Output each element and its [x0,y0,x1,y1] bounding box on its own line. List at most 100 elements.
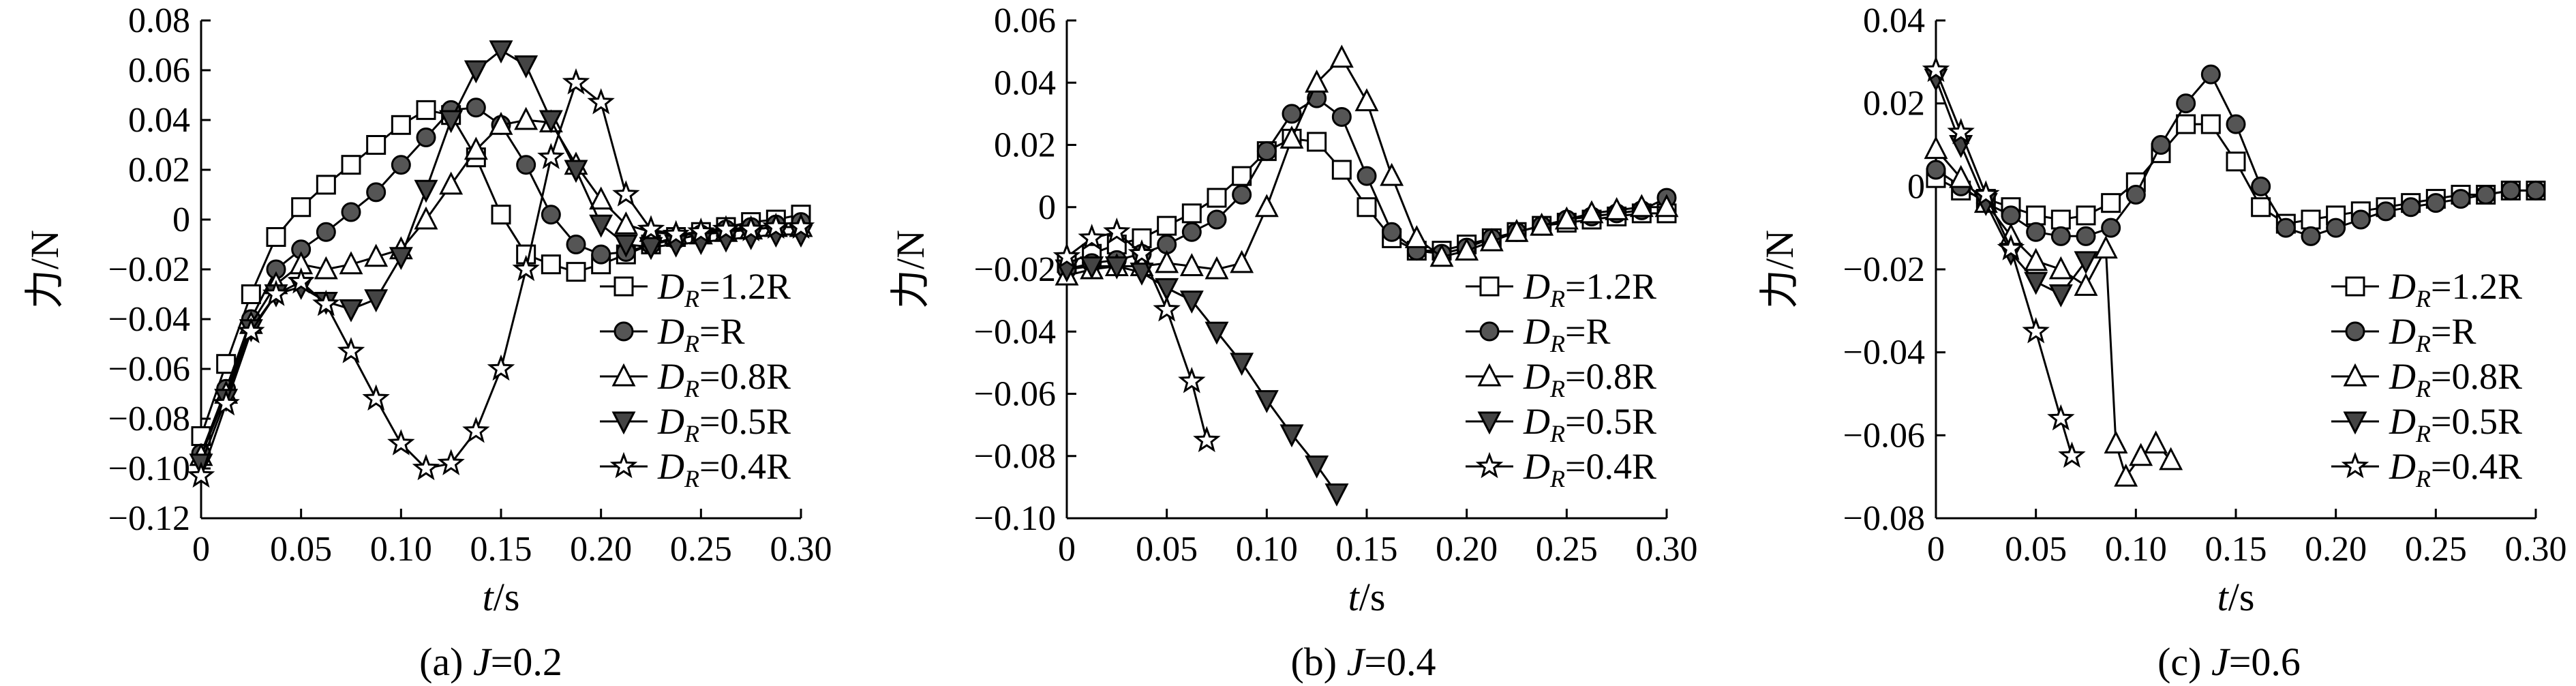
legend-entry: DR=0.5R [2331,401,2522,447]
legend-entry: DR=0.5R [600,401,791,447]
legend-label: DR=R [657,311,744,357]
data-point [2050,209,2071,230]
legend-value: =0.4R [699,446,791,487]
data-point [1230,353,1254,376]
data-point [1554,206,1579,230]
data-point [712,215,740,241]
data-point [2048,256,2073,280]
data-point [1254,390,1279,413]
data-point [1479,228,1504,252]
legend-entry: DR=0.4R [600,446,791,492]
data-point [2024,248,2048,271]
data-point [1254,194,1279,218]
y-tick-label: 0.02 [128,151,190,190]
legend-label: DR=1.2R [1523,266,1656,312]
x-axis-label: t/s [2217,575,2255,619]
legend-value: =0.8R [1565,356,1656,397]
data-point [589,214,613,238]
data-point [1204,256,1229,280]
x-axis-label-unit: /s [2228,575,2255,619]
data-point [1232,185,1252,205]
data-point [516,155,536,175]
legend-value: =0.8R [699,356,791,397]
data-point [316,222,336,242]
data-point [1103,218,1131,244]
data-point [637,215,665,241]
data-point [1179,253,1204,276]
data-point [1331,106,1352,127]
data-point [2129,443,2153,466]
data-point [366,135,387,155]
x-axis-label-unit: /s [494,575,520,619]
legend-symbol: D [1523,266,1550,307]
y-tick-label: 0.02 [994,126,1056,165]
data-point [2125,185,2146,205]
legend-marker [1479,321,1500,342]
data-point [2251,176,2271,196]
x-axis-label: t/s [1348,575,1386,619]
data-point [1193,426,1221,453]
data-point [2159,447,2183,471]
legend-symbol: D [657,356,684,397]
data-point [416,100,436,120]
data-point [2200,64,2221,85]
legend-symbol: D [1523,356,1550,397]
x-axis-label: t/s [483,575,520,619]
data-point [2275,218,2296,238]
data-point [464,60,488,84]
legend-symbol: D [2389,356,2416,397]
data-point [2301,209,2321,230]
data-point [1922,55,1950,83]
series-circle [1926,64,2546,246]
y-tick-label: −0.02 [1843,250,1925,289]
data-point [2114,463,2138,487]
legend-symbol: D [1523,311,1550,352]
x-tick-label: 0 [1058,530,1076,569]
legend-subscript: R [2415,330,2431,357]
data-point [2026,205,2046,226]
data-point [612,180,640,207]
data-point [412,453,440,481]
x-tick-label: 0.30 [1636,530,1698,569]
legend-label: DR=0.8R [657,356,791,402]
data-point [1949,164,1973,188]
x-tick-label: 0.05 [1136,530,1198,569]
legend-symbol: D [657,446,684,487]
data-point [1329,44,1354,68]
data-point [1157,215,1177,236]
chart-panel-3: −0.08 −0.06 −0.04 −0.02 0 0.02 0.04 0 0.05 0.10 0.… [1757,1,2567,684]
data-point [364,289,389,313]
y-tick-label: −0.04 [108,300,190,339]
legend-entry: DR=0.8R [1466,356,1656,402]
y-tick-label: −0.08 [1843,499,1925,538]
data-point [266,227,286,248]
data-point [489,40,513,64]
panel-caption: (a) J=0.2 [419,640,562,684]
data-point [1279,125,1304,149]
y-tick-label: 0.06 [128,51,190,90]
x-axis-label-var: t [483,575,495,619]
legend-subscript: R [684,375,699,402]
data-point [1382,222,1402,242]
data-point [366,182,387,203]
caption-prefix: (b) [1290,640,1346,684]
legend-marker [2343,363,2367,387]
data-point [514,106,539,130]
data-point [437,449,465,475]
data-point [2226,114,2246,134]
data-point [1504,218,1529,242]
legend-subscript: R [684,465,699,492]
data-point [1104,256,1129,280]
y-tick-label: −0.08 [108,400,190,438]
data-point [341,155,361,175]
data-point [487,354,515,381]
data-point [491,205,511,225]
legend-subscript: R [2415,375,2431,402]
data-point [2326,218,2346,238]
data-point [1947,118,1975,145]
y-axis-label: 力/N [888,230,933,309]
data-point [1307,132,1327,152]
data-point [1455,237,1479,261]
data-point [1153,295,1181,322]
legend-label: DR=0.4R [2389,446,2522,492]
